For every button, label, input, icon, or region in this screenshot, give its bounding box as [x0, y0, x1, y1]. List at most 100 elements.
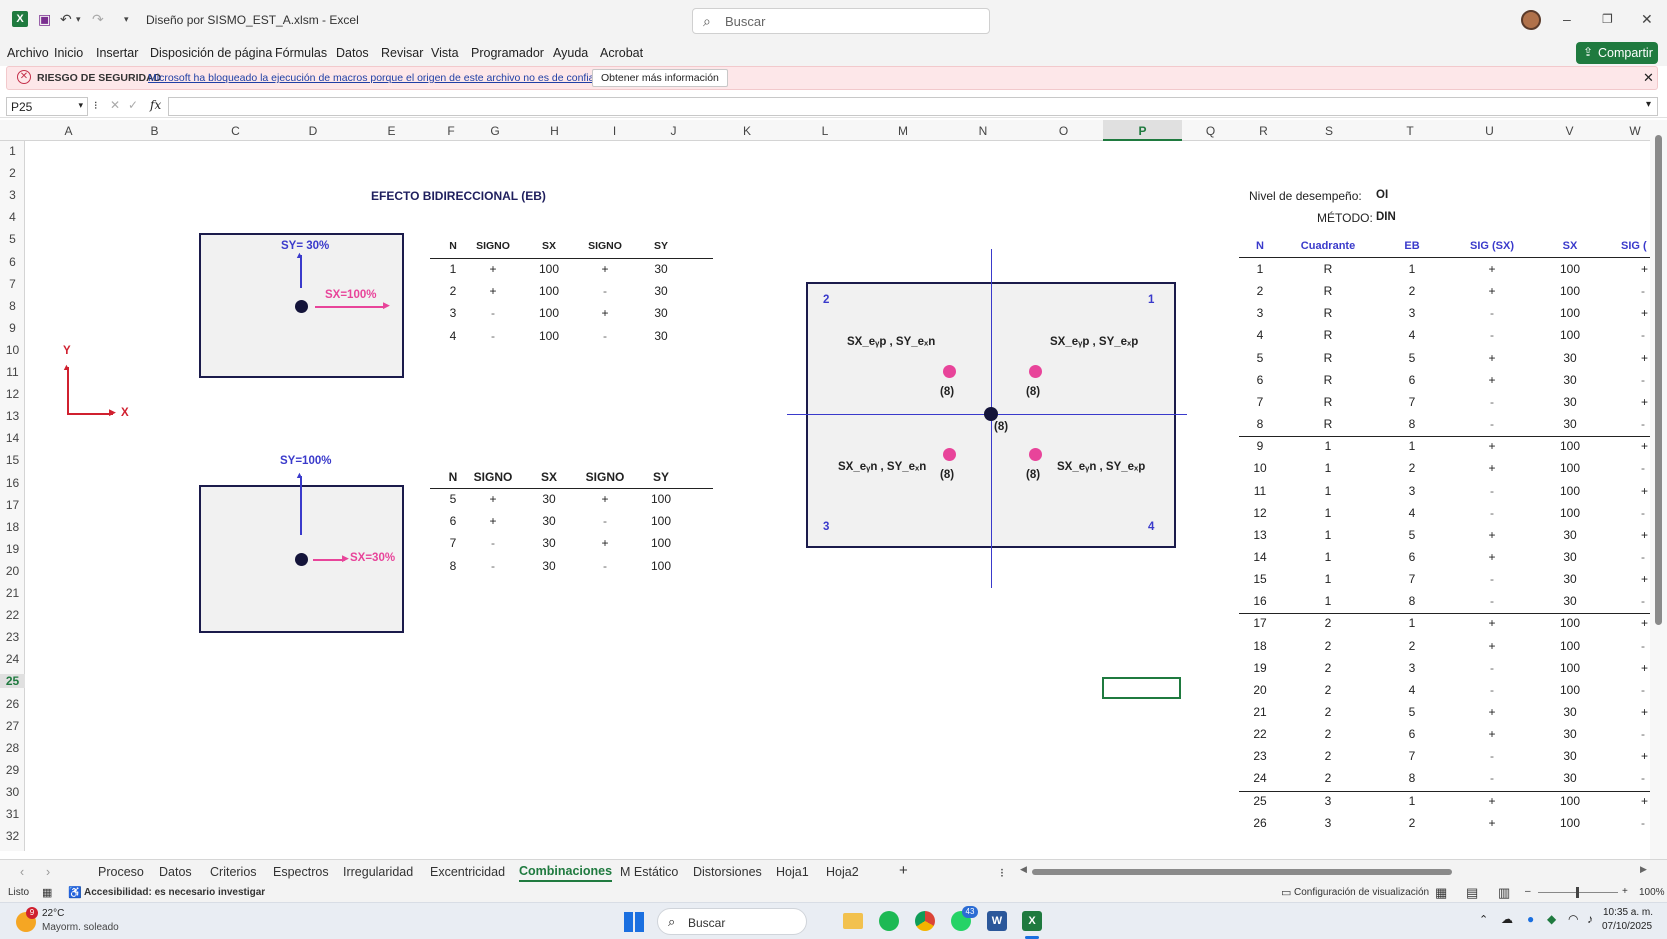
chrome-icon[interactable]: [915, 911, 935, 931]
tab-datos[interactable]: Datos: [159, 865, 192, 879]
vertical-scroll-thumb[interactable]: [1655, 135, 1662, 625]
page-layout-icon[interactable]: ▤: [1466, 885, 1479, 900]
scroll-right-icon[interactable]: ▶: [1640, 864, 1647, 874]
row-header[interactable]: 14: [5, 431, 20, 446]
row-header[interactable]: 7: [9, 276, 16, 291]
column-header[interactable]: B: [150, 124, 159, 138]
taskbar-search[interactable]: ⌕ Buscar: [657, 908, 807, 935]
column-header[interactable]: W: [1629, 124, 1641, 138]
save-icon[interactable]: ▣: [38, 11, 52, 27]
accessibility-icon[interactable]: ♿: [68, 887, 82, 899]
word-icon[interactable]: W: [987, 911, 1007, 931]
row-header[interactable]: 9: [9, 320, 16, 335]
zoom-out-icon[interactable]: –: [1525, 886, 1531, 897]
row-header[interactable]: 25: [0, 674, 25, 689]
column-header[interactable]: J: [670, 124, 677, 138]
tab-espectros[interactable]: Espectros: [273, 865, 329, 879]
sheet-area[interactable]: EFECTO BIDIRECCIONAL (EB) SY= 30% ▲ SX=1…: [25, 141, 1650, 851]
redo-icon[interactable]: ↷: [92, 11, 104, 27]
undo-dropdown-icon[interactable]: ▾: [76, 14, 81, 24]
menu-formulas[interactable]: Fórmulas: [275, 46, 328, 60]
spotify-icon[interactable]: [879, 911, 899, 931]
column-header[interactable]: N: [978, 124, 988, 138]
column-header[interactable]: I: [612, 124, 617, 138]
tab-hoja2[interactable]: Hoja2: [826, 865, 859, 879]
column-header[interactable]: R: [1259, 124, 1268, 138]
tray-shield-icon[interactable]: ◆: [1547, 912, 1557, 926]
column-header[interactable]: C: [231, 124, 240, 138]
column-header[interactable]: U: [1485, 124, 1494, 138]
row-header[interactable]: 1: [9, 144, 16, 158]
close-icon[interactable]: ✕: [1641, 11, 1653, 27]
row-header[interactable]: 20: [5, 563, 20, 578]
horizontal-scroll-thumb[interactable]: [1032, 869, 1452, 875]
column-header[interactable]: A: [64, 124, 73, 138]
prev-sheet-icon[interactable]: ‹: [20, 865, 25, 879]
row-header[interactable]: 17: [5, 497, 20, 512]
row-header[interactable]: 22: [5, 608, 20, 623]
column-header[interactable]: G: [490, 124, 500, 138]
zoom-in-icon[interactable]: +: [1622, 886, 1628, 897]
share-button[interactable]: ⇪ Compartir: [1576, 42, 1658, 64]
row-header[interactable]: 30: [5, 784, 20, 799]
zoom-slider-thumb[interactable]: [1576, 887, 1579, 898]
customize-qat-icon[interactable]: ▾: [124, 14, 129, 24]
menu-vista[interactable]: Vista: [431, 46, 459, 60]
row-header[interactable]: 21: [5, 586, 20, 600]
column-header[interactable]: Q: [1205, 124, 1216, 138]
normal-view-icon[interactable]: ▦: [1435, 885, 1448, 900]
row-header[interactable]: 10: [5, 342, 20, 357]
menu-datos[interactable]: Datos: [336, 46, 369, 60]
scroll-left-icon[interactable]: ◀: [1020, 864, 1027, 874]
selected-cell[interactable]: [1102, 677, 1181, 699]
row-header[interactable]: 19: [5, 541, 20, 556]
row-header[interactable]: 3: [9, 188, 16, 203]
row-header[interactable]: 15: [5, 453, 20, 468]
column-header[interactable]: P: [1103, 120, 1182, 141]
tab-combinaciones[interactable]: Combinaciones: [519, 864, 613, 882]
zoom-level[interactable]: 100%: [1639, 887, 1665, 898]
menu-archivo[interactable]: Archivo: [7, 46, 49, 60]
tab-m-estatico[interactable]: M Estático: [620, 865, 679, 879]
dismiss-icon[interactable]: ✕: [1643, 70, 1654, 85]
name-box[interactable]: P25 ▾: [6, 97, 88, 116]
wifi-icon[interactable]: ◠: [1568, 912, 1579, 926]
menu-inicio[interactable]: Inicio: [54, 46, 84, 60]
column-header[interactable]: F: [447, 124, 455, 138]
row-header[interactable]: 23: [5, 630, 20, 645]
row-header[interactable]: 27: [5, 718, 20, 733]
menu-ayuda[interactable]: Ayuda: [553, 46, 589, 60]
insert-function-icon[interactable]: fx: [150, 98, 162, 112]
row-header[interactable]: 24: [5, 652, 20, 667]
row-header[interactable]: 2: [9, 166, 16, 181]
tray-cloud-icon[interactable]: ☁: [1501, 912, 1513, 926]
cancel-icon[interactable]: ✕: [110, 98, 121, 112]
column-header[interactable]: K: [742, 124, 751, 138]
menu-acrobat[interactable]: Acrobat: [600, 46, 644, 60]
view-settings[interactable]: Configuración de visualización: [1294, 887, 1430, 898]
column-header[interactable]: D: [308, 124, 318, 138]
row-header[interactable]: 18: [5, 519, 20, 534]
column-header[interactable]: S: [1324, 124, 1333, 138]
formula-input[interactable]: [168, 97, 1658, 116]
tray-chevron-icon[interactable]: ⌃: [1479, 914, 1489, 926]
search-input[interactable]: ⌕ Buscar: [692, 8, 990, 34]
row-header[interactable]: 8: [9, 298, 16, 313]
column-header[interactable]: L: [821, 124, 829, 138]
row-header[interactable]: 11: [6, 365, 19, 379]
clock-date[interactable]: 07/10/2025: [1602, 921, 1653, 932]
excel-taskbar-icon[interactable]: X: [1022, 911, 1042, 931]
restore-icon[interactable]: ❐: [1602, 12, 1613, 26]
macro-record-icon[interactable]: ▦: [42, 887, 53, 899]
column-header[interactable]: H: [550, 124, 559, 138]
undo-icon[interactable]: ↶: [60, 11, 72, 27]
menu-insertar[interactable]: Insertar: [96, 46, 139, 60]
column-header[interactable]: T: [1406, 124, 1414, 138]
display-settings-icon[interactable]: ▭: [1281, 887, 1292, 899]
row-header[interactable]: 12: [5, 387, 20, 402]
tab-irregularidad[interactable]: Irregularidad: [343, 865, 414, 879]
windows-start-icon[interactable]: [624, 912, 644, 932]
vertical-scrollbar[interactable]: [1650, 125, 1667, 859]
more-icon[interactable]: ⁝: [94, 100, 98, 112]
row-header[interactable]: 29: [5, 762, 20, 777]
